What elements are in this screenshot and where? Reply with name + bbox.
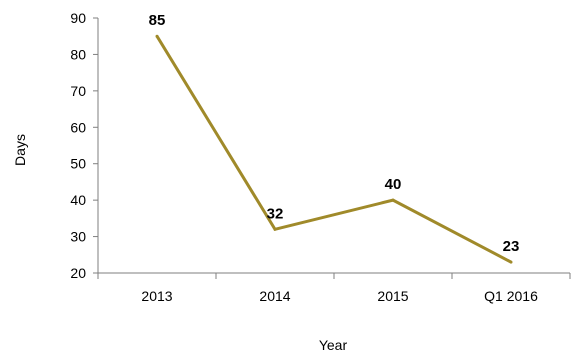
data-point: [391, 198, 395, 202]
y-axis-title: Days: [12, 134, 28, 166]
y-tick-label: 50: [70, 156, 86, 172]
data-point: [273, 227, 277, 231]
y-tick-label: 40: [70, 192, 86, 208]
y-tick-label: 90: [70, 10, 86, 26]
x-tick-label: 2014: [259, 288, 290, 304]
y-tick-label: 80: [70, 46, 86, 62]
series-line: [155, 35, 512, 264]
x-tick-label: 2015: [377, 288, 408, 304]
data-point: [509, 260, 513, 264]
x-tick-label: 2013: [141, 288, 172, 304]
x-tick-label: Q1 2016: [484, 288, 538, 304]
data-label: 23: [503, 238, 520, 255]
data-label: 40: [385, 176, 402, 193]
y-tick-label: 30: [70, 229, 86, 245]
data-label: 32: [267, 205, 284, 222]
x-axis-title: Year: [319, 337, 348, 353]
y-tick-label: 70: [70, 83, 86, 99]
data-point: [155, 34, 159, 38]
y-tick-label: 60: [70, 119, 86, 135]
data-labels: 85 32 40 23: [149, 12, 520, 255]
x-axis: 2013 2014 2015 Q1 2016: [97, 272, 571, 304]
y-tick-label: 20: [70, 265, 86, 281]
y-axis: 20 30 40 50 60 70 80 90: [70, 10, 99, 281]
series-layer: [155, 34, 513, 264]
data-label: 85: [149, 12, 166, 29]
